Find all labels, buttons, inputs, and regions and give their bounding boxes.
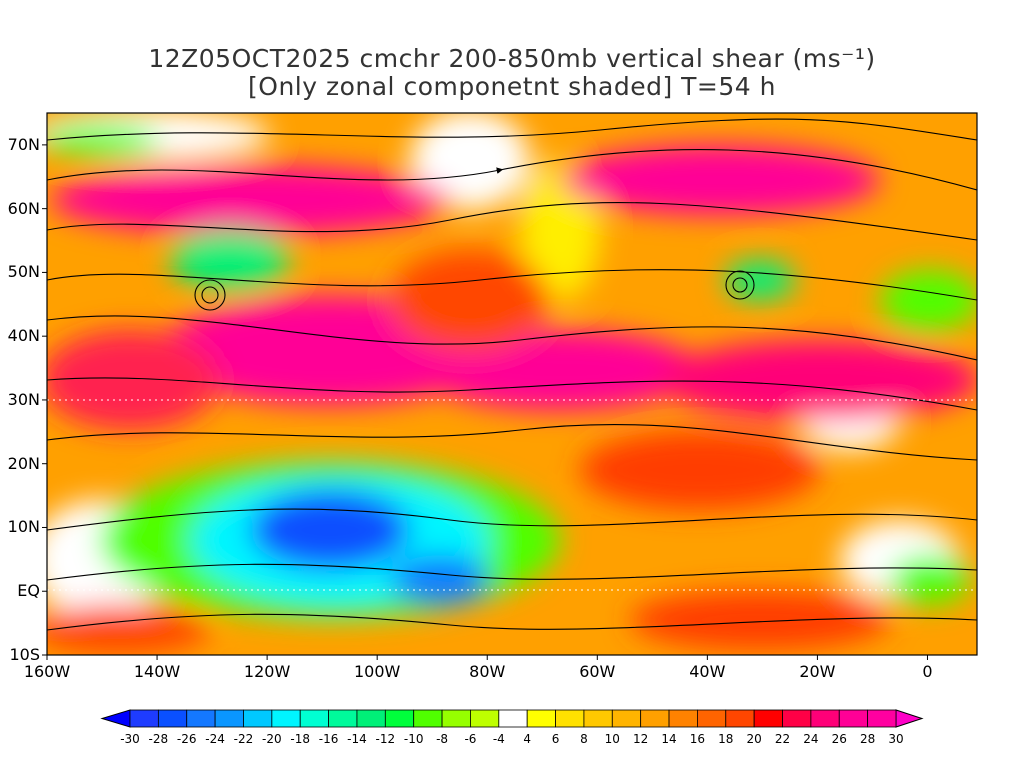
colorbar-label: 10 — [604, 732, 620, 746]
colorbar-box — [753, 709, 783, 728]
colorbar-box — [725, 709, 755, 728]
x-axis-label: 100W — [353, 662, 401, 681]
colorbar-box — [441, 709, 471, 728]
colorbar-box — [384, 709, 415, 728]
chart-subtitle: [Only zonal componetnt shaded] T=54 h — [248, 72, 776, 101]
colorbar-label: -16 — [318, 732, 339, 746]
colorbar-box — [271, 709, 301, 728]
y-axis-label: 60N — [7, 198, 40, 218]
colorbar-box — [867, 709, 897, 728]
colorbar-label: -4 — [492, 732, 505, 746]
colorbar-label: -28 — [148, 732, 169, 746]
colorbar-box — [640, 709, 670, 728]
colorbar-box — [498, 709, 528, 728]
colorbar-label: -18 — [290, 732, 311, 746]
colorbar-label: -10 — [403, 732, 424, 746]
colorbar-label: 14 — [661, 732, 677, 746]
colorbar-label: -14 — [347, 732, 367, 746]
colorbar-label: 18 — [718, 732, 734, 746]
y-axis-label: 50N — [7, 262, 40, 282]
colorbar-box — [838, 709, 869, 728]
colorbar-box — [299, 709, 329, 728]
x-axis-label: 40W — [689, 662, 726, 681]
colorbar-label: -20 — [262, 732, 282, 746]
x-axis-label: 80W — [469, 662, 506, 681]
colorbar-box — [356, 709, 386, 728]
y-axis-label: 10S — [9, 645, 40, 664]
colorbar-box — [668, 709, 698, 728]
colorbar-box — [611, 709, 642, 728]
colorbar-box — [129, 709, 159, 728]
x-axis-label: 120W — [243, 662, 291, 681]
colorbar-label: 20 — [746, 732, 762, 746]
colorbar-label: 30 — [888, 732, 904, 746]
x-axis-label: 60W — [579, 662, 616, 681]
colorbar-box — [555, 709, 585, 728]
x-axis-label: 0 — [922, 662, 933, 681]
colorbar-label: -6 — [464, 732, 477, 746]
x-axis-label: 20W — [799, 662, 836, 681]
colorbar-label: -12 — [375, 732, 396, 746]
colorbar-box — [186, 709, 216, 728]
colorbar-label: 4 — [523, 732, 531, 746]
colorbar-box — [782, 709, 812, 728]
streamlines — [47, 118, 977, 631]
colorbar-label: 28 — [859, 732, 876, 746]
y-axis-label: 40N — [7, 326, 40, 346]
colorbar-box — [243, 709, 273, 728]
y-axis-label: 10N — [7, 517, 40, 537]
chart-title: 12Z05OCT2025 cmchr 200-850mb vertical sh… — [148, 44, 876, 73]
colorbar-label: 8 — [580, 732, 588, 746]
colorbar-label: 26 — [831, 732, 847, 746]
colorbar-box — [328, 709, 358, 728]
colorbar-label: -26 — [176, 732, 197, 746]
colorbar-label: 24 — [803, 732, 819, 746]
y-axis-label: EQ — [17, 581, 40, 601]
colorbar — [100, 709, 924, 728]
colorbar-under-triangle — [100, 709, 131, 728]
colorbar-box — [810, 709, 840, 728]
colorbar-box — [470, 709, 500, 728]
y-axis-label: 30N — [7, 389, 40, 409]
colorbar-box — [526, 709, 556, 728]
x-axis-label: 140W — [133, 662, 181, 681]
colorbar-box — [697, 709, 727, 728]
colorbar-box — [583, 709, 613, 728]
colorbar-box — [214, 709, 244, 728]
colorbar-label: -22 — [233, 732, 254, 746]
colorbar-label: -30 — [120, 732, 140, 746]
x-axis-label: 160W — [23, 662, 71, 681]
colorbar-label: 22 — [774, 732, 791, 746]
colorbar-over-triangle — [895, 709, 924, 728]
y-axis-label: 20N — [7, 453, 40, 473]
colorbar-box — [413, 709, 443, 728]
colorbar-label: -8 — [436, 732, 449, 746]
colorbar-box — [157, 709, 188, 728]
colorbar-label: 6 — [551, 732, 560, 746]
colorbar-label: -24 — [205, 732, 225, 746]
y-axis-label: 70N — [7, 134, 40, 154]
colorbar-label: 16 — [689, 732, 706, 746]
colorbar-label: 12 — [633, 732, 649, 746]
shaded-field — [47, 113, 977, 655]
